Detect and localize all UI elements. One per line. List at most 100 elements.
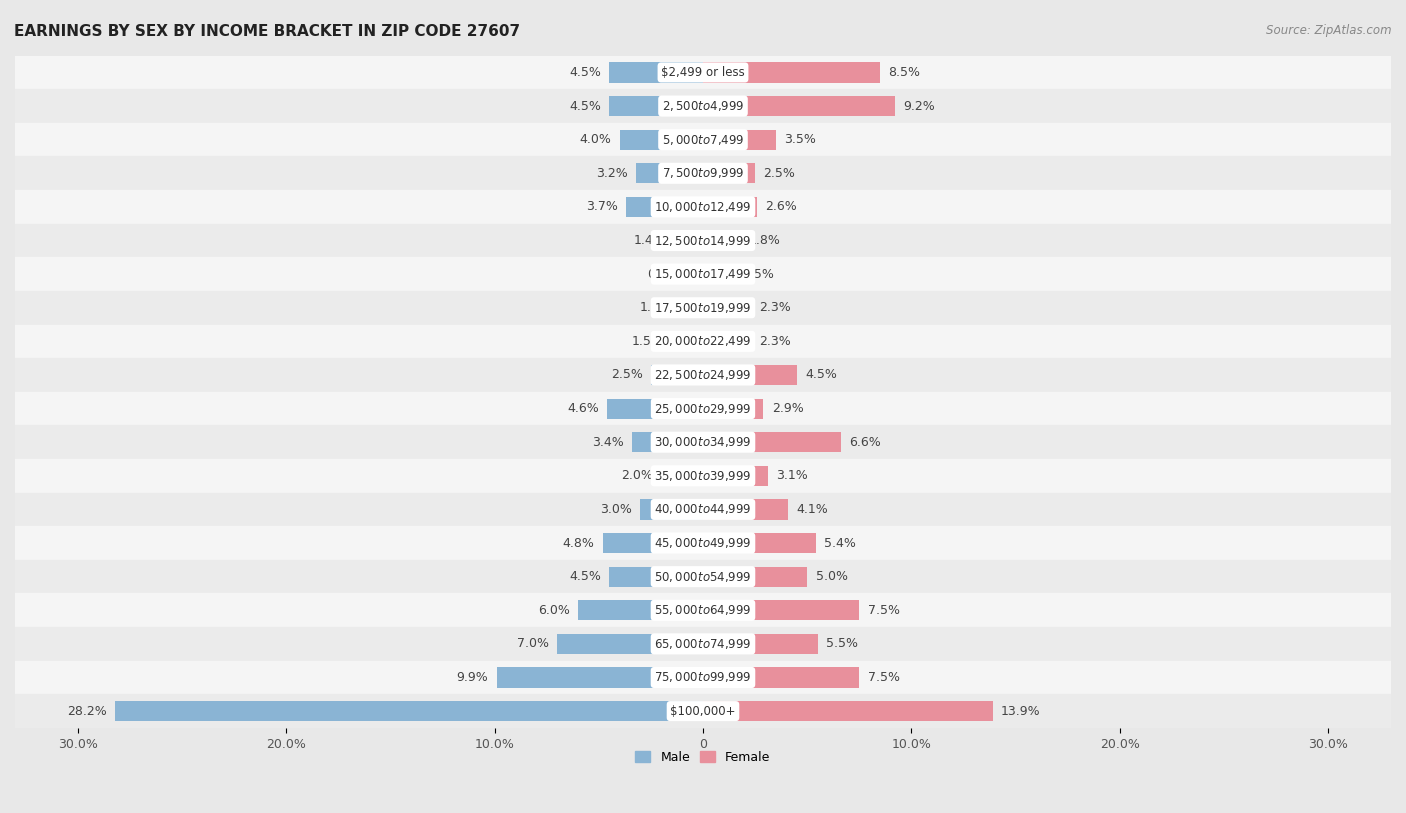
- Bar: [0, 291, 1406, 324]
- Text: 3.5%: 3.5%: [785, 133, 817, 146]
- Text: $15,000 to $17,499: $15,000 to $17,499: [654, 267, 752, 281]
- Text: 1.8%: 1.8%: [749, 234, 780, 247]
- Text: $17,500 to $19,999: $17,500 to $19,999: [654, 301, 752, 315]
- Text: $2,500 to $4,999: $2,500 to $4,999: [662, 99, 744, 113]
- Text: $75,000 to $99,999: $75,000 to $99,999: [654, 671, 752, 685]
- Text: $55,000 to $64,999: $55,000 to $64,999: [654, 603, 752, 617]
- Bar: [703, 398, 763, 419]
- Text: 2.5%: 2.5%: [610, 368, 643, 381]
- Bar: [0, 493, 1406, 526]
- Bar: [0, 392, 1406, 425]
- Bar: [0, 258, 1406, 291]
- Text: 6.6%: 6.6%: [849, 436, 880, 449]
- Text: 1.5%: 1.5%: [631, 335, 664, 348]
- Text: 7.5%: 7.5%: [868, 671, 900, 684]
- Text: 5.4%: 5.4%: [824, 537, 856, 550]
- Bar: [0, 694, 1406, 728]
- Text: 2.6%: 2.6%: [765, 201, 797, 213]
- Bar: [703, 298, 751, 318]
- Bar: [703, 433, 841, 452]
- Bar: [609, 567, 703, 587]
- Bar: [672, 331, 703, 351]
- Text: 6.0%: 6.0%: [537, 604, 569, 617]
- Text: 2.3%: 2.3%: [759, 335, 792, 348]
- Text: 7.5%: 7.5%: [868, 604, 900, 617]
- Bar: [496, 667, 703, 688]
- Bar: [703, 163, 755, 184]
- Text: 8.5%: 8.5%: [889, 66, 921, 79]
- Text: 2.0%: 2.0%: [621, 469, 652, 482]
- Text: 4.6%: 4.6%: [567, 402, 599, 415]
- Text: 7.0%: 7.0%: [517, 637, 548, 650]
- Bar: [578, 600, 703, 620]
- Text: 2.9%: 2.9%: [772, 402, 804, 415]
- Bar: [609, 96, 703, 116]
- Text: 3.4%: 3.4%: [592, 436, 624, 449]
- Bar: [633, 433, 703, 452]
- Text: 4.8%: 4.8%: [562, 537, 595, 550]
- Text: 5.0%: 5.0%: [815, 570, 848, 583]
- Text: 4.5%: 4.5%: [569, 570, 600, 583]
- Text: $22,500 to $24,999: $22,500 to $24,999: [654, 368, 752, 382]
- Bar: [703, 96, 894, 116]
- Text: 4.5%: 4.5%: [569, 66, 600, 79]
- Bar: [703, 466, 768, 486]
- Text: $12,500 to $14,999: $12,500 to $14,999: [654, 233, 752, 247]
- Bar: [703, 600, 859, 620]
- Bar: [703, 701, 993, 721]
- Text: 3.2%: 3.2%: [596, 167, 628, 180]
- Bar: [661, 466, 703, 486]
- Text: 9.2%: 9.2%: [903, 99, 935, 112]
- Text: 1.5%: 1.5%: [742, 267, 775, 280]
- Text: 4.5%: 4.5%: [569, 99, 600, 112]
- Bar: [0, 123, 1406, 156]
- Bar: [0, 89, 1406, 123]
- Bar: [637, 163, 703, 184]
- Text: 13.9%: 13.9%: [1001, 705, 1040, 718]
- Text: 1.4%: 1.4%: [634, 234, 665, 247]
- Text: $40,000 to $44,999: $40,000 to $44,999: [654, 502, 752, 516]
- Bar: [703, 667, 859, 688]
- Bar: [0, 459, 1406, 493]
- Text: 0.37%: 0.37%: [647, 267, 688, 280]
- Bar: [609, 63, 703, 83]
- Text: 1.1%: 1.1%: [640, 302, 672, 315]
- Bar: [607, 398, 703, 419]
- Bar: [620, 129, 703, 150]
- Bar: [703, 533, 815, 553]
- Text: $65,000 to $74,999: $65,000 to $74,999: [654, 637, 752, 651]
- Bar: [0, 359, 1406, 392]
- Text: $50,000 to $54,999: $50,000 to $54,999: [654, 570, 752, 584]
- Bar: [557, 634, 703, 654]
- Bar: [626, 197, 703, 217]
- Bar: [703, 264, 734, 285]
- Text: $30,000 to $34,999: $30,000 to $34,999: [654, 435, 752, 450]
- Text: 9.9%: 9.9%: [457, 671, 488, 684]
- Bar: [0, 627, 1406, 661]
- Bar: [703, 230, 741, 250]
- Text: 3.1%: 3.1%: [776, 469, 807, 482]
- Bar: [0, 425, 1406, 459]
- Text: $7,500 to $9,999: $7,500 to $9,999: [662, 167, 744, 180]
- Text: 2.3%: 2.3%: [759, 302, 792, 315]
- Bar: [0, 526, 1406, 560]
- Bar: [603, 533, 703, 553]
- Text: $5,000 to $7,499: $5,000 to $7,499: [662, 133, 744, 146]
- Text: 2.5%: 2.5%: [763, 167, 796, 180]
- Text: 4.1%: 4.1%: [797, 503, 828, 516]
- Bar: [703, 567, 807, 587]
- Text: 28.2%: 28.2%: [67, 705, 107, 718]
- Bar: [703, 331, 751, 351]
- Text: 3.0%: 3.0%: [600, 503, 633, 516]
- Bar: [0, 55, 1406, 89]
- Bar: [0, 156, 1406, 190]
- Bar: [681, 298, 703, 318]
- Text: 4.0%: 4.0%: [579, 133, 612, 146]
- Bar: [0, 324, 1406, 359]
- Text: 4.5%: 4.5%: [806, 368, 837, 381]
- Bar: [651, 365, 703, 385]
- Text: $20,000 to $22,499: $20,000 to $22,499: [654, 334, 752, 348]
- Legend: Male, Female: Male, Female: [630, 746, 776, 769]
- Text: $25,000 to $29,999: $25,000 to $29,999: [654, 402, 752, 415]
- Text: $45,000 to $49,999: $45,000 to $49,999: [654, 536, 752, 550]
